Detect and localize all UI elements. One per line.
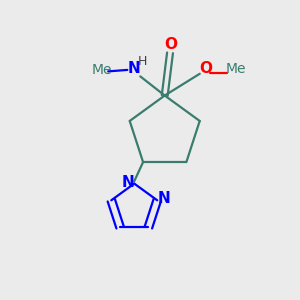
Text: N: N xyxy=(157,191,170,206)
Text: H: H xyxy=(137,55,147,68)
Text: N: N xyxy=(122,175,134,190)
Text: O: O xyxy=(164,37,177,52)
Text: Me: Me xyxy=(92,63,112,77)
Text: N: N xyxy=(128,61,140,76)
Text: Me: Me xyxy=(225,62,246,76)
Text: O: O xyxy=(199,61,212,76)
